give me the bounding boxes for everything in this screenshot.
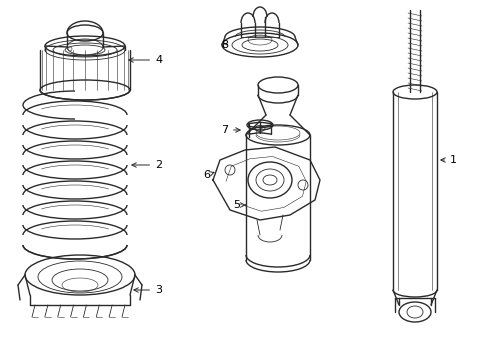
Text: 6: 6 (203, 170, 214, 180)
Text: 8: 8 (221, 40, 228, 50)
Text: 5: 5 (233, 200, 245, 210)
Text: 1: 1 (441, 155, 457, 165)
Text: 7: 7 (221, 125, 240, 135)
Text: 2: 2 (132, 160, 162, 170)
Text: 3: 3 (134, 285, 162, 295)
Text: 4: 4 (129, 55, 162, 65)
